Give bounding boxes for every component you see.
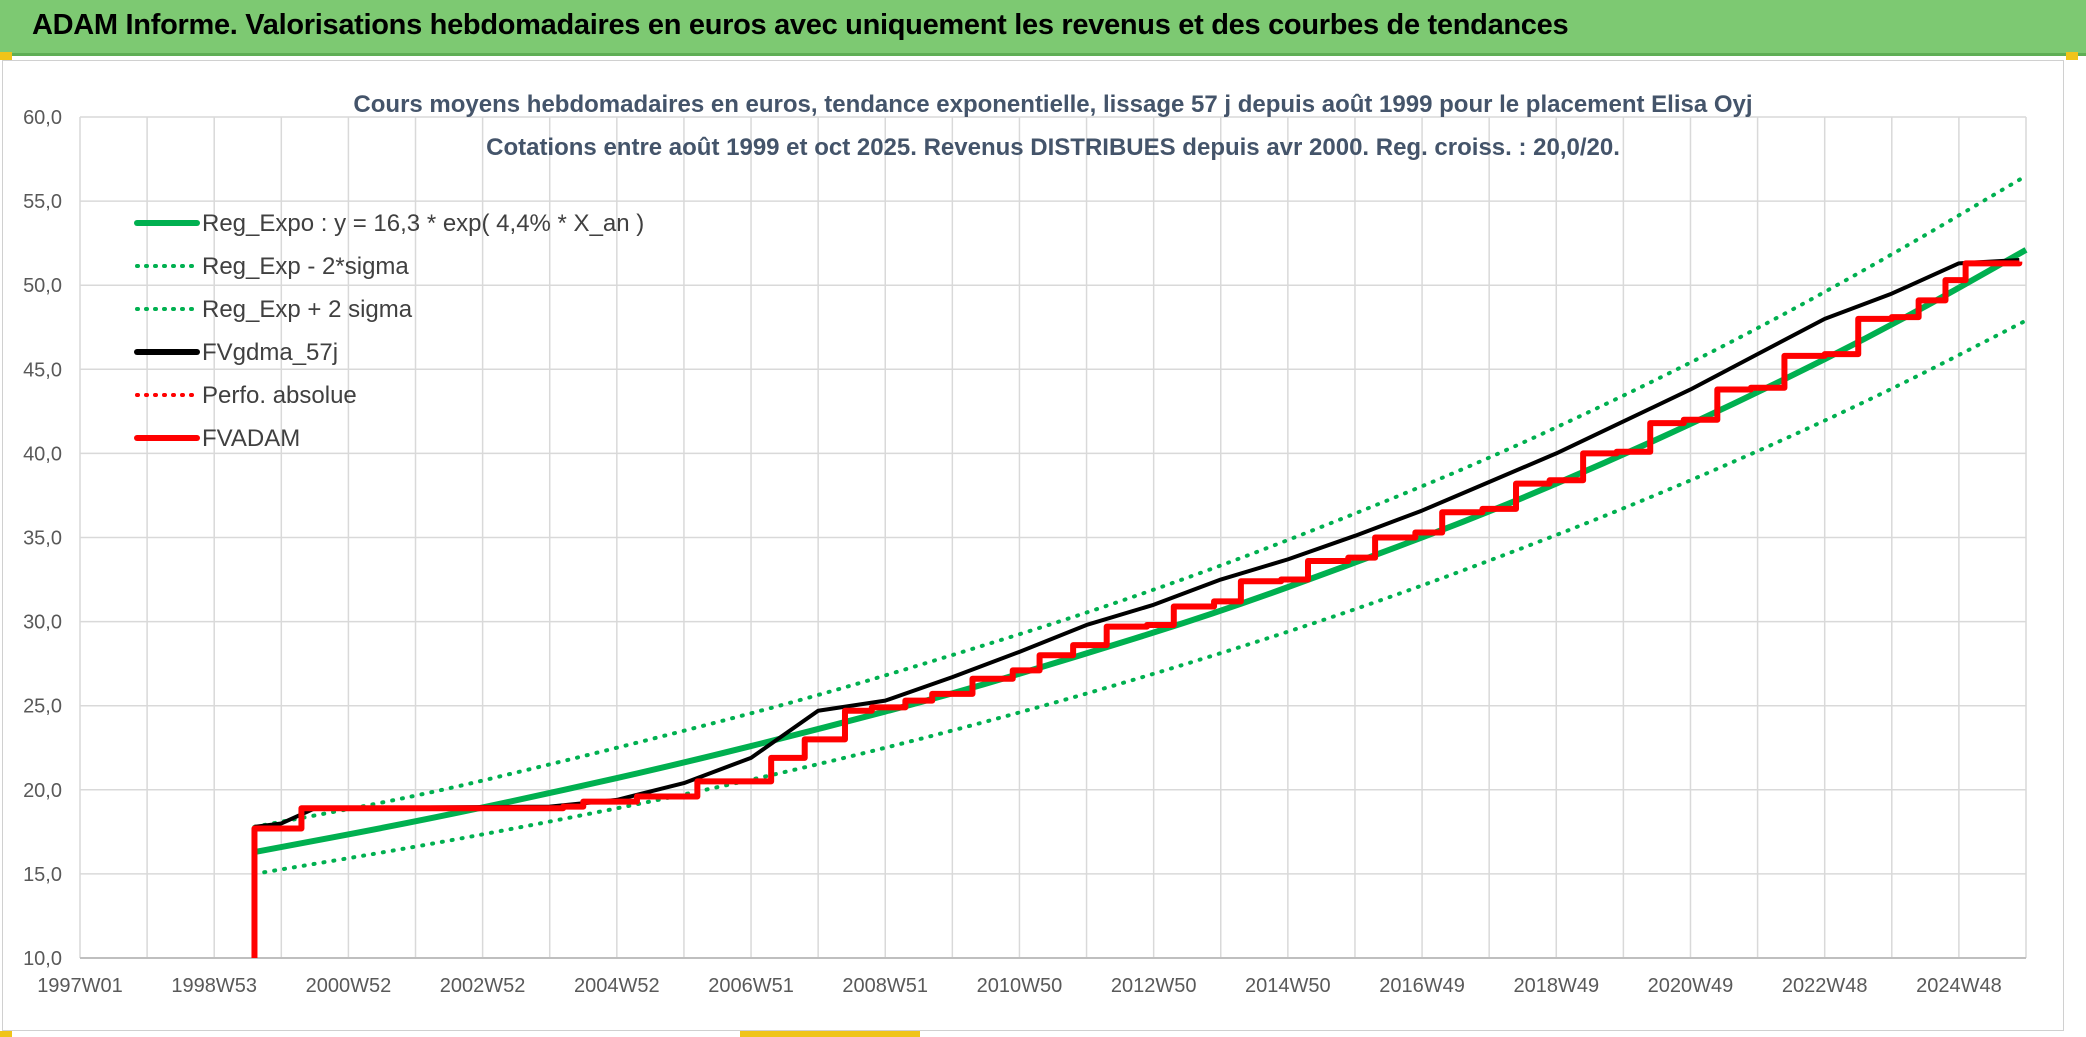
x-tick-label: 2002W52 [440, 975, 526, 997]
x-tick-label: 2012W50 [1111, 975, 1197, 997]
series-line-0 [253, 247, 2028, 855]
series-line-1 [252, 318, 2028, 876]
x-tick-label: 1997W01 [37, 975, 123, 997]
gridlines [79, 116, 2027, 959]
y-tick-label: 35,0 [23, 528, 62, 550]
legend-label: Reg_Expo : y = 16,3 * exp( 4,4% * X_an ) [202, 210, 644, 237]
header-accent-right [2066, 52, 2078, 60]
footer-accent-center [740, 1031, 920, 1037]
x-tick-label: 2008W51 [842, 975, 928, 997]
x-axis-ticks: 1997W01 1998W53 2000W52 2002W52 2004W52 2006W… [37, 975, 2002, 997]
y-tick-label: 50,0 [23, 275, 62, 297]
chart-frame [2, 60, 2064, 1031]
y-tick-label: 20,0 [23, 780, 62, 802]
legend-label: Reg_Exp + 2 sigma [202, 296, 413, 323]
x-tick-label: 1998W53 [171, 975, 257, 997]
y-tick-label: 15,0 [23, 864, 62, 886]
x-tick-label: 2018W49 [1513, 975, 1599, 997]
x-tick-label: 2000W52 [306, 975, 392, 997]
y-tick-label: 55,0 [23, 191, 62, 213]
footer-accent-left [0, 1031, 12, 1037]
series-line-5 [251, 260, 2023, 958]
legend-label: Perfo. absolue [202, 382, 357, 409]
page-title: ADAM Informe. Valorisations hebdomadaire… [32, 9, 1569, 41]
y-axis-ticks: 10,0 15,0 20,0 25,0 30,0 35,0 40,0 45,0 50,0 55,0… [23, 107, 62, 970]
x-tick-label: 2006W51 [708, 975, 794, 997]
x-tick-label: 2020W49 [1648, 975, 1734, 997]
y-tick-label: 25,0 [23, 696, 62, 718]
series-layer [251, 173, 2028, 958]
x-tick-label: 2010W50 [977, 975, 1063, 997]
x-tick-label: 2014W50 [1245, 975, 1331, 997]
legend-label: FVADAM [202, 425, 300, 452]
series-line-2 [252, 173, 2028, 829]
x-tick-label: 2024W48 [1916, 975, 2002, 997]
chart-subtitle: Cotations entre août 1999 et oct 2025. R… [486, 134, 1620, 161]
chart-title: Cours moyens hebdomadaires en euros, ten… [353, 91, 1752, 118]
y-tick-label: 45,0 [23, 359, 62, 381]
header-accent-left [0, 52, 12, 60]
legend-label: Reg_Exp - 2*sigma [202, 253, 409, 280]
y-tick-label: 10,0 [23, 948, 62, 970]
y-tick-label: 60,0 [23, 107, 62, 129]
x-tick-label: 2004W52 [574, 975, 660, 997]
x-tick-label: 2016W49 [1379, 975, 1465, 997]
y-tick-label: 40,0 [23, 443, 62, 465]
header-banner: ADAM Informe. Valorisations hebdomadaire… [0, 0, 2086, 56]
y-tick-label: 30,0 [23, 612, 62, 634]
series-line-3 [254, 257, 2020, 829]
x-tick-label: 2022W48 [1782, 975, 1868, 997]
legend-label: FVgdma_57j [202, 339, 338, 366]
legend: Reg_Expo : y = 16,3 * exp( 4,4% * X_an )… [134, 210, 644, 452]
